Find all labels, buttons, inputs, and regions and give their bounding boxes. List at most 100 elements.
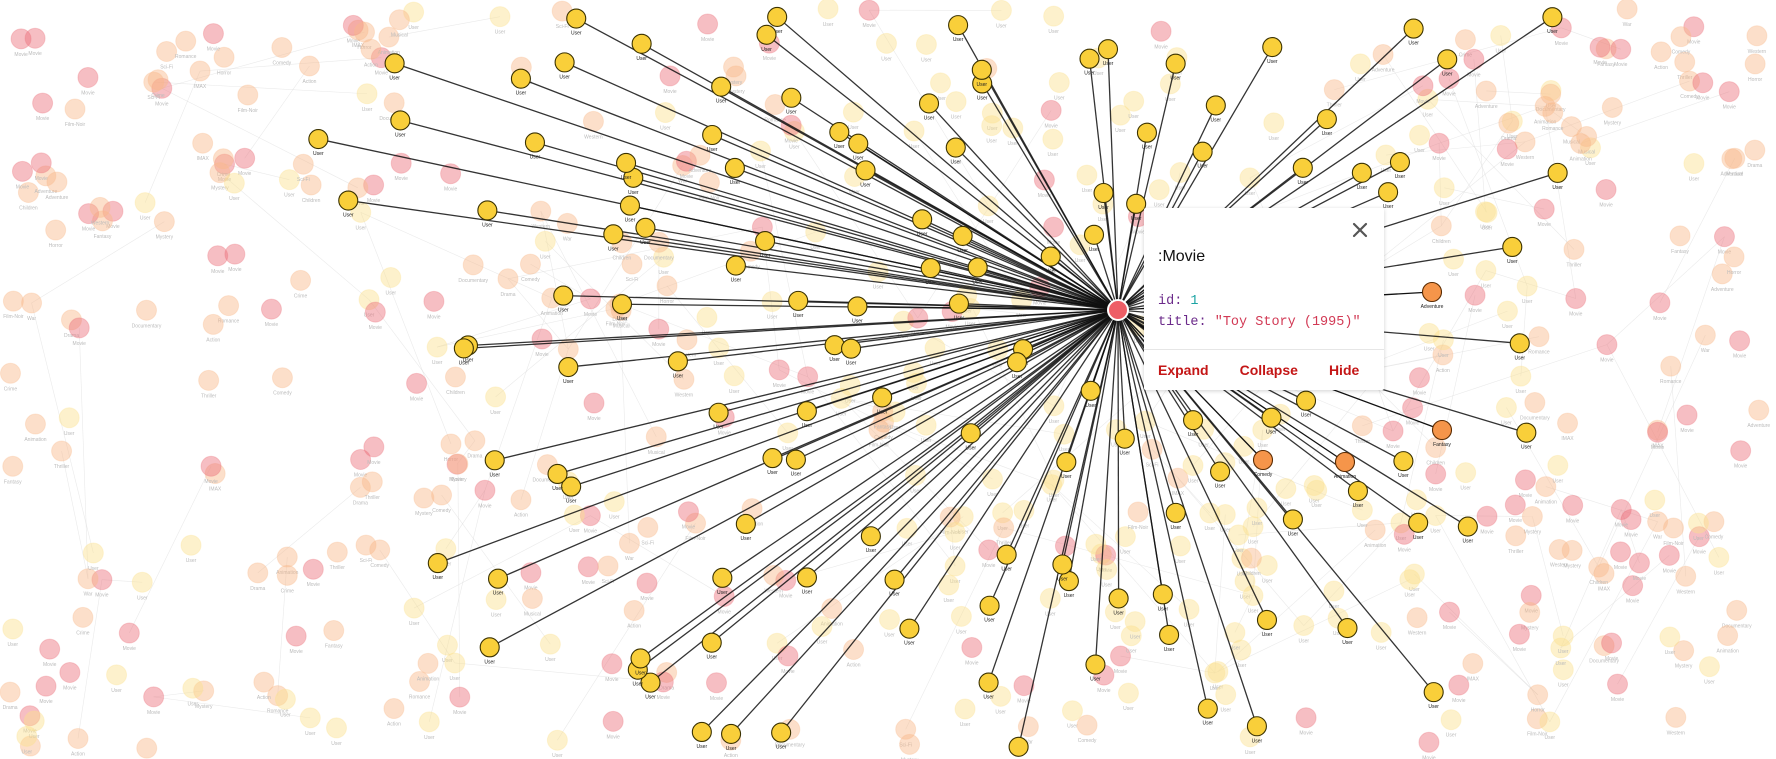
faded-node-user[interactable]: User: [444, 652, 466, 682]
faded-node-movie[interactable]: Movie: [143, 686, 165, 716]
faded-node-user[interactable]: User: [1043, 5, 1065, 35]
faded-node-user[interactable]: User: [223, 172, 245, 202]
user-node[interactable]: User: [338, 190, 359, 219]
user-node[interactable]: User: [755, 230, 776, 259]
faded-node-movie[interactable]: Movie: [1562, 494, 1584, 524]
user-node[interactable]: User: [1192, 141, 1213, 170]
faded-node-user[interactable]: User: [299, 707, 321, 737]
faded-node-movie[interactable]: Movie: [102, 200, 124, 230]
user-node[interactable]: User: [390, 110, 411, 139]
faded-node-user[interactable]: User: [1474, 201, 1496, 231]
faded-node-genre[interactable]: Mystery: [1561, 539, 1583, 569]
faded-node-user[interactable]: User: [1579, 137, 1601, 167]
faded-node-genre[interactable]: Children: [17, 181, 39, 211]
faded-node-user[interactable]: User: [1550, 637, 1572, 667]
user-node[interactable]: User: [1403, 18, 1424, 47]
faded-node-genre[interactable]: Film-Noir: [1526, 708, 1548, 738]
faded-node-genre[interactable]: Western: [530, 200, 552, 230]
faded-node-genre[interactable]: Film-Noir: [2, 290, 24, 320]
faded-node-user[interactable]: User: [766, 632, 788, 662]
faded-node-genre[interactable]: IMAX: [1462, 652, 1484, 682]
user-node[interactable]: User: [712, 567, 733, 596]
faded-node-user[interactable]: User: [990, 0, 1012, 29]
user-node[interactable]: User: [611, 294, 633, 323]
user-node[interactable]: User: [1056, 451, 1077, 481]
faded-node-genre[interactable]: Musical: [388, 9, 410, 39]
user-node[interactable]: User: [1437, 49, 1458, 78]
faded-node-user[interactable]: User: [485, 589, 507, 619]
faded-node-user[interactable]: User: [1708, 546, 1730, 576]
faded-node-genre[interactable]: Mystery: [1519, 601, 1541, 631]
faded-node-user[interactable]: User: [356, 83, 378, 113]
user-node[interactable]: User: [1093, 182, 1114, 212]
faded-node-genre[interactable]: Crime: [147, 69, 169, 99]
faded-node-user[interactable]: User: [16, 725, 38, 755]
faded-node-user[interactable]: User: [1234, 570, 1256, 600]
faded-node-genre[interactable]: Thriller: [1323, 79, 1345, 109]
faded-node-genre[interactable]: War: [1694, 324, 1716, 354]
faded-node-user[interactable]: User: [1683, 153, 1705, 183]
faded-node-genre[interactable]: Adventure: [1711, 263, 1734, 293]
faded-node-genre[interactable]: War: [77, 568, 99, 598]
faded-node-movie[interactable]: Movie: [1402, 397, 1424, 427]
user-node[interactable]: User: [860, 526, 881, 555]
faded-node-user[interactable]: User: [1085, 533, 1107, 563]
faded-node-user[interactable]: User: [325, 717, 347, 747]
faded-node-user[interactable]: User: [1169, 535, 1191, 565]
user-node[interactable]: User: [566, 8, 587, 37]
user-node[interactable]: User: [1159, 624, 1180, 653]
faded-node-genre[interactable]: Mystery: [899, 733, 921, 759]
faded-node-genre[interactable]: Romance: [218, 295, 240, 325]
faded-node-genre[interactable]: Drama: [1744, 139, 1766, 169]
faded-node-movie[interactable]: Movie: [78, 203, 100, 233]
faded-node-genre[interactable]: Animation: [1570, 132, 1592, 162]
faded-node-user[interactable]: User: [944, 521, 966, 551]
faded-node-user[interactable]: User: [82, 542, 104, 572]
user-node[interactable]: User: [996, 544, 1017, 573]
faded-node-genre[interactable]: Sci-Fi: [355, 534, 377, 564]
faded-node-user[interactable]: User: [1495, 397, 1517, 427]
user-node[interactable]: User: [1282, 509, 1303, 538]
faded-node-genre[interactable]: Romance: [267, 685, 289, 715]
faded-node-movie[interactable]: Movie: [858, 0, 880, 29]
faded-node-user[interactable]: User: [1501, 110, 1523, 140]
faded-node-user[interactable]: User: [1496, 300, 1518, 330]
faded-node-movie[interactable]: Movie: [68, 317, 90, 347]
faded-node-genre[interactable]: War: [1647, 511, 1669, 541]
user-node[interactable]: User: [841, 338, 862, 367]
user-node[interactable]: User: [912, 209, 933, 238]
faded-node-user[interactable]: User: [539, 633, 561, 663]
faded-node-movie[interactable]: Movie: [35, 675, 57, 705]
user-node[interactable]: User: [1502, 236, 1523, 265]
user-node[interactable]: User: [918, 93, 940, 122]
close-icon[interactable]: [1350, 220, 1370, 240]
faded-node-user[interactable]: User: [878, 608, 900, 638]
faded-node-user[interactable]: User: [1048, 71, 1070, 101]
user-node[interactable]: User: [1006, 352, 1028, 381]
faded-node-user[interactable]: User: [1490, 24, 1512, 54]
user-node[interactable]: User: [1197, 698, 1218, 727]
faded-node-genre[interactable]: Film-Noir: [685, 512, 707, 542]
faded-node-genre[interactable]: Action: [1650, 41, 1672, 71]
faded-node-movie[interactable]: Movie: [1043, 216, 1065, 246]
faded-node-genre[interactable]: Action: [67, 728, 89, 758]
faded-node-movie[interactable]: Movie: [1520, 584, 1542, 614]
faded-node-user[interactable]: User: [106, 664, 128, 694]
faded-node-genre[interactable]: Western: [1675, 565, 1697, 595]
faded-node-user[interactable]: User: [805, 221, 827, 251]
faded-node-genre[interactable]: Western: [1514, 131, 1536, 161]
user-node[interactable]: User: [510, 68, 531, 97]
faded-node-genre[interactable]: Mystery: [725, 65, 747, 95]
faded-node-genre[interactable]: War: [136, 737, 158, 759]
faded-node-genre[interactable]: Adventure: [1475, 80, 1498, 110]
faded-node-genre[interactable]: Romance: [1660, 355, 1682, 385]
user-node[interactable]: User: [691, 721, 712, 750]
faded-node-genre[interactable]: Mystery: [413, 487, 435, 517]
faded-node-genre[interactable]: Documentary: [1536, 83, 1566, 113]
user-node[interactable]: User: [948, 293, 970, 322]
faded-node-genre[interactable]: Western: [89, 196, 111, 226]
user-node[interactable]: User: [1183, 410, 1204, 439]
faded-node-genre[interactable]: Fantasy: [323, 620, 345, 650]
faded-node-movie[interactable]: Movie: [423, 290, 445, 320]
faded-node-movie[interactable]: Movie: [474, 479, 496, 509]
